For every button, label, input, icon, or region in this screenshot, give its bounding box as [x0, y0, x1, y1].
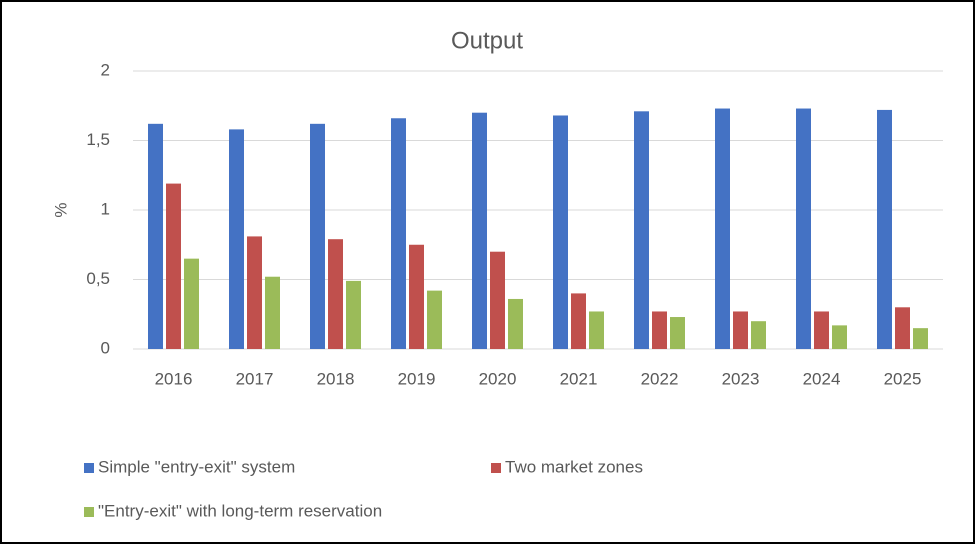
bar — [427, 290, 442, 349]
x-tick-label: 2023 — [722, 369, 760, 388]
y-tick-label: 2 — [101, 60, 110, 79]
bar — [247, 236, 262, 349]
y-tick-label: 0,5 — [86, 269, 110, 288]
legend-swatch — [84, 463, 94, 473]
bar — [652, 311, 667, 349]
bar — [715, 108, 730, 349]
legend-label: Simple "entry-exit" system — [98, 457, 295, 476]
bar — [508, 298, 523, 349]
bar — [472, 112, 487, 349]
bar — [553, 115, 568, 349]
y-tick-label: 1,5 — [86, 130, 110, 149]
bar — [391, 118, 406, 349]
legend-swatch — [84, 507, 94, 517]
legend-label: Two market zones — [505, 457, 643, 476]
bar — [571, 293, 586, 349]
bar — [148, 123, 163, 349]
x-tick-label: 2021 — [560, 369, 598, 388]
x-tick-label: 2024 — [803, 369, 841, 388]
bar — [166, 183, 181, 349]
bar — [913, 328, 928, 349]
bar — [346, 280, 361, 349]
x-tick-label: 2016 — [155, 369, 193, 388]
x-tick-label: 2019 — [398, 369, 436, 388]
y-tick-label: 0 — [101, 338, 110, 357]
bar — [814, 311, 829, 349]
legend-label: "Entry-exit" with long-term reservation — [98, 501, 382, 520]
bar — [310, 123, 325, 349]
bar — [184, 258, 199, 349]
chart-title: Output — [451, 27, 523, 54]
x-tick-label: 2017 — [236, 369, 274, 388]
x-tick-label: 2020 — [479, 369, 517, 388]
bar — [670, 317, 685, 349]
bar — [877, 109, 892, 349]
bar — [490, 251, 505, 349]
bar — [895, 307, 910, 349]
bar — [328, 239, 343, 349]
y-axis-label: % — [51, 202, 70, 217]
bar — [409, 244, 424, 349]
bar — [796, 108, 811, 349]
bar — [589, 311, 604, 349]
legend-swatch — [491, 463, 501, 473]
bar — [229, 129, 244, 349]
x-tick-label: 2025 — [884, 369, 922, 388]
bar — [832, 325, 847, 349]
bar — [265, 276, 280, 349]
bar — [634, 111, 649, 349]
y-tick-label: 1 — [101, 199, 110, 218]
x-tick-label: 2022 — [641, 369, 679, 388]
bar — [733, 311, 748, 349]
x-tick-label: 2018 — [317, 369, 355, 388]
bar — [751, 321, 766, 349]
